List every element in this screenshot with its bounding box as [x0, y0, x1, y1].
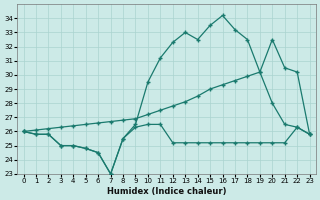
X-axis label: Humidex (Indice chaleur): Humidex (Indice chaleur) — [107, 187, 226, 196]
